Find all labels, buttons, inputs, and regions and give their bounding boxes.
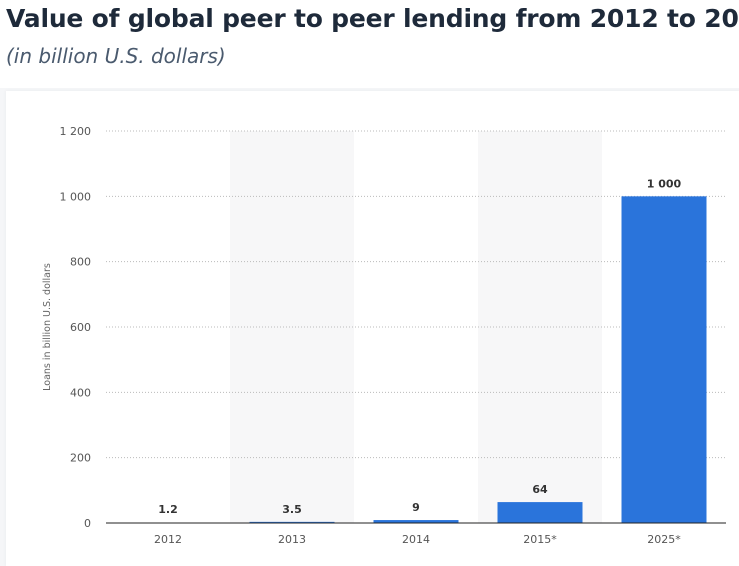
x-tick-label: 2014 — [402, 533, 430, 546]
data-label: 1 000 — [647, 177, 682, 190]
y-axis-label: Loans in billion U.S. dollars — [42, 263, 53, 391]
x-tick-label: 2015* — [523, 533, 557, 546]
data-label: 1.2 — [158, 503, 178, 516]
y-tick-label: 1 200 — [60, 125, 92, 138]
chart-subtitle: (in billion U.S. dollars) — [6, 44, 226, 68]
x-tick-label: 2025* — [647, 533, 681, 546]
bar-2015* — [497, 502, 583, 523]
data-label: 64 — [532, 483, 548, 496]
y-tick-label: 800 — [70, 256, 91, 269]
chart-title: Value of global peer to peer lending fro… — [6, 4, 739, 33]
x-tick-label: 2012 — [154, 533, 182, 546]
y-tick-label: 400 — [70, 386, 91, 399]
y-tick-label: 200 — [70, 452, 91, 465]
category-band — [478, 131, 602, 523]
bar-2014 — [373, 520, 459, 523]
chart-card — [6, 91, 739, 566]
header: Value of global peer to peer lending fro… — [0, 0, 739, 88]
bar-2025* — [621, 196, 707, 524]
y-tick-label: 0 — [84, 517, 91, 530]
data-label: 9 — [412, 501, 420, 514]
x-tick-label: 2013 — [278, 533, 306, 546]
y-tick-label: 600 — [70, 321, 91, 334]
y-tick-label: 1 000 — [60, 190, 92, 203]
bar-2013 — [249, 521, 335, 523]
data-label: 3.5 — [282, 503, 302, 516]
